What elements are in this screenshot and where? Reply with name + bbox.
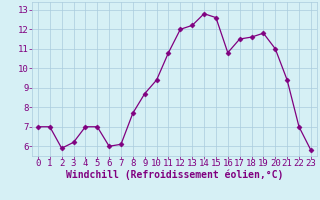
X-axis label: Windchill (Refroidissement éolien,°C): Windchill (Refroidissement éolien,°C)	[66, 170, 283, 180]
